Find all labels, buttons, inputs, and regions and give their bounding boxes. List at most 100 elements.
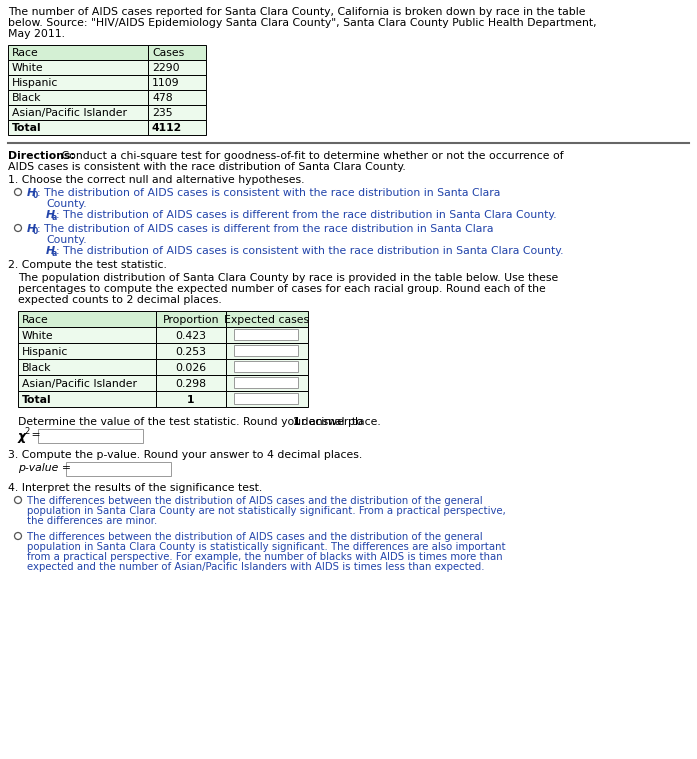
Text: White: White	[12, 63, 44, 73]
Text: The number of AIDS cases reported for Santa Clara County, California is broken d: The number of AIDS cases reported for Sa…	[8, 7, 585, 17]
Bar	[8, 105, 148, 120]
Text: 1: 1	[187, 395, 194, 405]
Bar	[234, 361, 298, 372]
Bar	[226, 359, 308, 375]
Text: p-value =: p-value =	[18, 463, 71, 473]
Bar	[156, 311, 226, 327]
Bar	[226, 311, 308, 327]
Text: The differences between the distribution of AIDS cases and the distribution of t: The differences between the distribution…	[27, 496, 482, 506]
Bar	[156, 343, 226, 359]
Text: White: White	[22, 331, 54, 341]
Text: Directions:: Directions:	[8, 151, 75, 161]
Text: expected and the number of Asian/Pacific Islanders with AIDS is times less than : expected and the number of Asian/Pacific…	[27, 562, 484, 572]
Text: below. Source: "HIV/AIDS Epidemiology Santa Clara County", Santa Clara County Pu: below. Source: "HIV/AIDS Epidemiology Sa…	[8, 18, 597, 28]
Text: a: a	[52, 213, 57, 222]
Text: H: H	[46, 246, 55, 256]
Bar	[8, 120, 148, 135]
Text: 478: 478	[152, 93, 173, 103]
Bar	[234, 329, 298, 340]
Text: decimal place.: decimal place.	[298, 417, 381, 427]
Text: Race: Race	[12, 48, 39, 58]
Text: from a practical perspective. For example, the number of blacks with AIDS is tim: from a practical perspective. For exampl…	[27, 552, 503, 562]
Bar	[226, 391, 308, 407]
Bar	[226, 343, 308, 359]
Bar	[8, 90, 148, 105]
Text: a: a	[52, 249, 57, 258]
Bar	[148, 90, 206, 105]
Bar	[148, 120, 206, 135]
Bar	[18, 343, 156, 359]
Text: : The distribution of AIDS cases is different from the race distribution in Sant: : The distribution of AIDS cases is diff…	[37, 224, 493, 234]
Text: 0: 0	[33, 191, 38, 200]
Text: H: H	[46, 210, 55, 220]
Text: Proportion: Proportion	[163, 315, 220, 325]
Text: H: H	[27, 224, 36, 234]
Bar	[8, 75, 148, 90]
Text: Total: Total	[22, 395, 52, 405]
Text: 0.026: 0.026	[176, 363, 206, 373]
Text: Hispanic: Hispanic	[22, 347, 68, 357]
Bar	[156, 391, 226, 407]
Text: 1. Choose the correct null and alternative hypotheses.: 1. Choose the correct null and alternati…	[8, 175, 305, 185]
Bar	[18, 327, 156, 343]
Bar	[8, 60, 148, 75]
Bar	[234, 377, 298, 388]
Text: 0.253: 0.253	[176, 347, 206, 357]
Bar	[234, 345, 298, 356]
Text: 2. Compute the test statistic.: 2. Compute the test statistic.	[8, 260, 167, 270]
Bar	[148, 75, 206, 90]
Text: 4. Interpret the results of the significance test.: 4. Interpret the results of the signific…	[8, 483, 262, 493]
Text: population in Santa Clara County are not statistically significant. From a pract: population in Santa Clara County are not…	[27, 506, 506, 516]
Text: population in Santa Clara County is statistically significant. The differences a: population in Santa Clara County is stat…	[27, 542, 505, 552]
Text: 0.298: 0.298	[176, 379, 206, 389]
Bar	[226, 375, 308, 391]
Text: Black: Black	[22, 363, 52, 373]
Text: May 2011.: May 2011.	[8, 29, 65, 39]
Text: : The distribution of AIDS cases is consistent with the race distribution in San: : The distribution of AIDS cases is cons…	[56, 246, 563, 256]
Bar	[148, 60, 206, 75]
Text: The population distribution of Santa Clara County by race is provided in the tab: The population distribution of Santa Cla…	[18, 273, 558, 283]
Text: : The distribution of AIDS cases is consistent with the race distribution in San: : The distribution of AIDS cases is cons…	[37, 188, 500, 198]
Text: 2290: 2290	[152, 63, 180, 73]
Bar	[38, 429, 143, 443]
Text: The differences between the distribution of AIDS cases and the distribution of t: The differences between the distribution…	[27, 532, 482, 542]
Text: 4112: 4112	[152, 123, 182, 133]
Text: Hispanic: Hispanic	[12, 78, 59, 88]
Bar	[156, 359, 226, 375]
Text: Asian/Pacific Islander: Asian/Pacific Islander	[22, 379, 137, 389]
Text: =: =	[28, 430, 40, 440]
Text: 1109: 1109	[152, 78, 180, 88]
Text: expected counts to 2 decimal places.: expected counts to 2 decimal places.	[18, 295, 222, 305]
Text: Determine the value of the test statistic. Round your answer to: Determine the value of the test statisti…	[18, 417, 367, 427]
Text: 0: 0	[33, 227, 38, 236]
Text: AIDS cases is consistent with the race distribution of Santa Clara County.: AIDS cases is consistent with the race d…	[8, 162, 406, 172]
Text: County.: County.	[46, 199, 86, 209]
Bar	[8, 45, 148, 60]
Bar	[18, 311, 156, 327]
Bar	[18, 391, 156, 407]
Bar	[148, 105, 206, 120]
Text: Black: Black	[12, 93, 42, 103]
Bar	[18, 359, 156, 375]
Text: Race: Race	[22, 315, 49, 325]
Text: 2: 2	[24, 427, 29, 436]
Text: the differences are minor.: the differences are minor.	[27, 516, 158, 526]
Text: Asian/Pacific Islander: Asian/Pacific Islander	[12, 108, 127, 118]
Text: Conduct a chi-square test for goodness-of-fit to determine whether or not the oc: Conduct a chi-square test for goodness-o…	[58, 151, 564, 161]
Bar	[148, 45, 206, 60]
Bar	[18, 375, 156, 391]
Text: χ: χ	[18, 430, 26, 443]
Text: percentages to compute the expected number of cases for each racial group. Round: percentages to compute the expected numb…	[18, 284, 546, 294]
Text: 0.423: 0.423	[176, 331, 206, 341]
Text: H: H	[27, 188, 36, 198]
Bar	[226, 327, 308, 343]
Text: Cases: Cases	[152, 48, 184, 58]
Text: Total: Total	[12, 123, 42, 133]
Text: 235: 235	[152, 108, 173, 118]
Bar	[156, 375, 226, 391]
Text: County.: County.	[46, 235, 86, 245]
Bar	[66, 462, 171, 476]
Bar	[156, 327, 226, 343]
Text: Expected cases: Expected cases	[224, 315, 309, 325]
Text: : The distribution of AIDS cases is different from the race distribution in Sant: : The distribution of AIDS cases is diff…	[56, 210, 557, 220]
